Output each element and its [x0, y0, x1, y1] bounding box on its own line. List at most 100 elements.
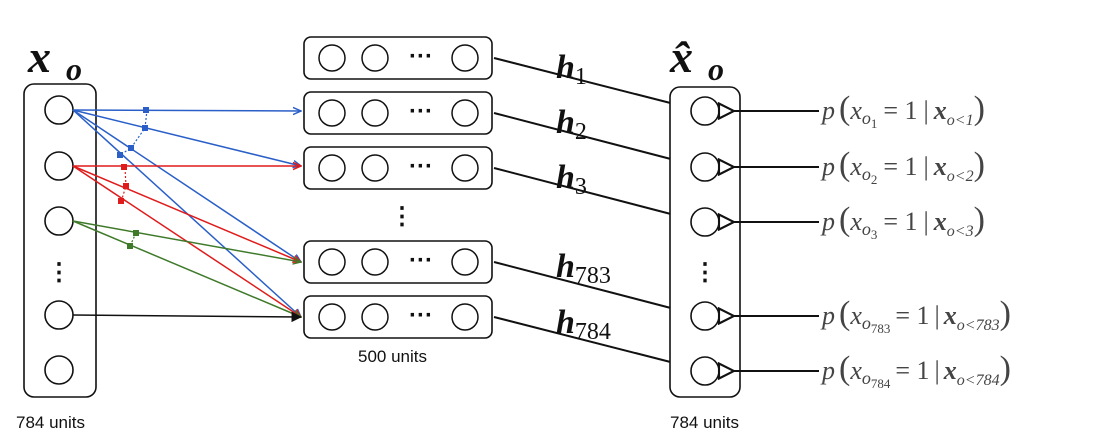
hidden-layer-783: ··· — [304, 241, 492, 283]
red-weight-marker-3 — [118, 198, 124, 204]
label-h783-sub: 783 — [575, 263, 611, 289]
hidden-2-unit-a — [319, 100, 345, 126]
input-unit-2 — [45, 152, 73, 180]
hidden-784-unit-c — [452, 304, 478, 330]
prob-784-given: x — [943, 356, 957, 385]
label-h784-sub: 784 — [575, 319, 611, 345]
prob-label-784: p (xo784 = 1 | xo<784) — [820, 350, 1011, 391]
hidden-layer-784: ··· — [304, 296, 492, 338]
hidden-1-unit-b — [362, 45, 388, 71]
hidden-783-unit-b — [362, 249, 388, 275]
prob-783-x: x — [849, 301, 862, 330]
prob-1-o: o — [862, 108, 871, 128]
label-h3-base: h — [556, 159, 575, 196]
output-unit-3 — [691, 208, 719, 236]
prob-2-p: p — [820, 152, 835, 181]
green-weight-marker-1 — [133, 230, 139, 236]
prob-3-x: x — [849, 207, 862, 236]
output-unit-783 — [691, 302, 719, 330]
output-unit-784 — [691, 357, 719, 385]
label-h784: h784 — [556, 304, 611, 345]
hidden-between-ellipsis: ⋮ — [390, 203, 414, 230]
prob-label-1: p (xo1 = 1 | xo<1) — [820, 90, 985, 131]
hidden-783-ellipsis: ··· — [409, 247, 433, 274]
hidden-783-unit-a — [319, 249, 345, 275]
prob-784-lt: o<784 — [957, 372, 1000, 389]
prob-label-2: p (xo2 = 1 | xo<2) — [820, 146, 985, 187]
hidden-caption: 500 units — [358, 347, 427, 366]
label-h3: h3 — [556, 159, 587, 200]
prob-783-p: p — [820, 301, 835, 330]
edge-x3-h783 — [73, 221, 301, 262]
input-layer: x o ⋮ 784 units — [16, 31, 96, 432]
prob-3-p: p — [820, 207, 835, 236]
prob-3-lt: o<3 — [947, 223, 974, 240]
prob-2-lt: o<2 — [947, 168, 974, 185]
green-weight-marker-2 — [127, 243, 133, 249]
prob-1-eq: = 1 — [883, 96, 917, 125]
output-ellipsis: ⋮ — [693, 259, 717, 286]
blue-weight-marker-1 — [143, 107, 149, 113]
label-h2-sub: 2 — [575, 119, 587, 145]
prob-2-eq: = 1 — [883, 152, 917, 181]
label-h784-base: h — [556, 304, 575, 341]
blue-weight-marker-3 — [128, 145, 134, 151]
label-h1-sub: 1 — [575, 64, 587, 90]
hidden-3-unit-a — [319, 155, 345, 181]
prob-783-lt: o<783 — [957, 317, 1000, 334]
input-symbol-subscript: o — [66, 51, 82, 87]
input-unit-783 — [45, 301, 73, 329]
hidden-to-output-edges: h1 h2 h3 h783 h784 — [494, 49, 690, 367]
red-weight-marker-1 — [121, 164, 127, 170]
label-h1: h1 — [556, 49, 587, 90]
label-h2-base: h — [556, 104, 575, 141]
edge-h2-out2 — [494, 113, 690, 164]
input-unit-784 — [45, 356, 73, 384]
edge-x3-h784 — [73, 221, 301, 317]
hidden-3-unit-b — [362, 155, 388, 181]
edge-x1-h2 — [73, 110, 301, 166]
edge-h3-out3 — [494, 168, 690, 219]
blue-weight-marker-2 — [142, 125, 148, 131]
hidden-layer-1: ··· — [304, 37, 492, 79]
input-layer-box — [24, 84, 96, 397]
probability-labels: p (xo1 = 1 | xo<1) p (xo2 = 1 | xo<2) p (xo3 = 1 | x… — [820, 90, 1011, 391]
hidden-784-unit-a — [319, 304, 345, 330]
prob-783-o: o — [862, 313, 871, 333]
hidden-2-unit-b — [362, 100, 388, 126]
hidden-783-unit-c — [452, 249, 478, 275]
blue-weight-marker-4 — [117, 152, 123, 158]
prob-783-idx: 783 — [871, 321, 891, 336]
hidden-784-unit-b — [362, 304, 388, 330]
edge-x1-h783 — [73, 110, 301, 262]
input-caption: 784 units — [16, 413, 85, 432]
prob-3-eq: = 1 — [883, 207, 917, 236]
prob-2-x: x — [849, 152, 862, 181]
hidden-layers: ··· ··· ··· ⋮ ··· ·· — [304, 37, 492, 366]
prob-2-idx: 2 — [871, 172, 878, 187]
prob-label-783: p (xo783 = 1 | xo<783) — [820, 295, 1011, 336]
hidden-layer-3: ··· — [304, 147, 492, 189]
output-symbol-subscript: o — [708, 51, 724, 87]
prob-783-given: x — [943, 301, 957, 330]
edge-x2-h783 — [73, 166, 301, 262]
prob-1-idx: 1 — [871, 116, 878, 131]
edge-x1-h1 — [73, 110, 301, 111]
prob-label-3: p (xo3 = 1 | xo<3) — [820, 201, 985, 242]
hidden-3-unit-c — [452, 155, 478, 181]
prob-2-given: x — [933, 152, 947, 181]
red-weight-marker-2 — [123, 183, 129, 189]
label-h2: h2 — [556, 104, 587, 145]
label-h3-sub: 3 — [575, 174, 587, 200]
masked-connections — [73, 107, 301, 317]
label-h783-base: h — [556, 248, 575, 285]
edge-h1-out1 — [494, 58, 690, 108]
hidden-2-unit-c — [452, 100, 478, 126]
prob-784-idx: 784 — [871, 376, 891, 391]
prob-3-idx: 3 — [871, 227, 878, 242]
prob-784-eq: = 1 — [895, 356, 929, 385]
input-ellipsis: ⋮ — [47, 259, 71, 286]
prob-784-p: p — [820, 356, 835, 385]
prob-1-x: x — [849, 96, 862, 125]
